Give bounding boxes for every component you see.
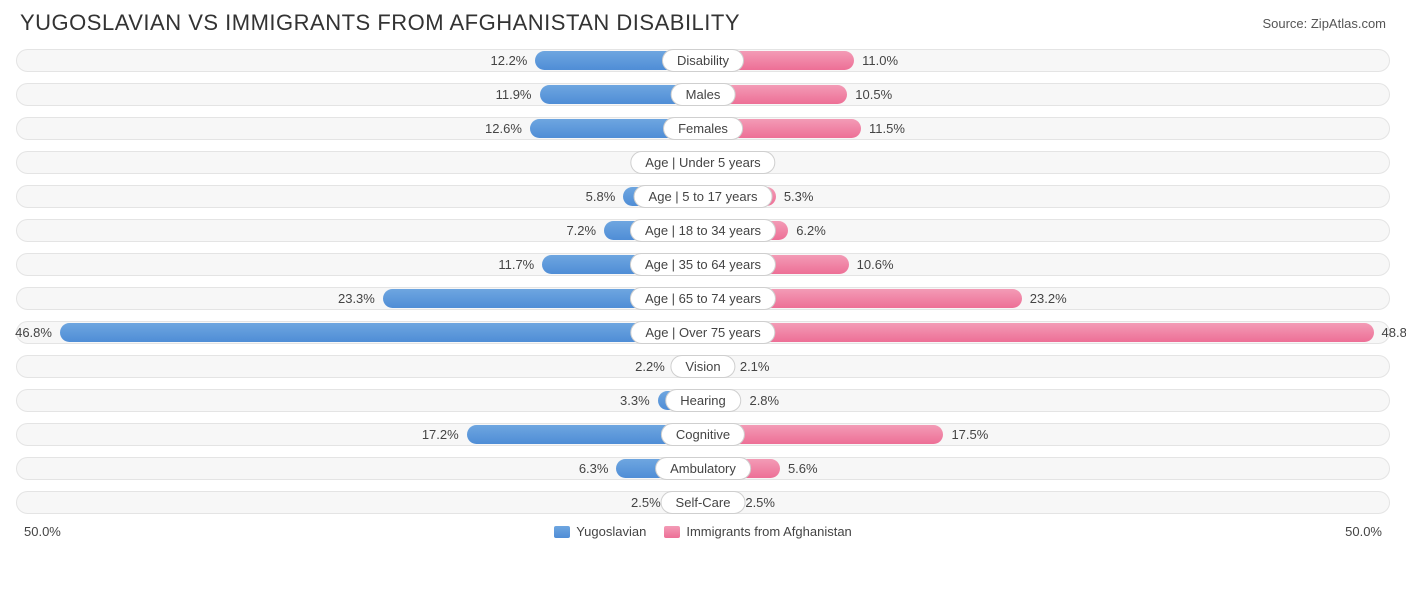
chart-source: Source: ZipAtlas.com	[1262, 16, 1386, 31]
category-label: Disability	[662, 49, 744, 72]
diverging-bar-chart: 12.2% 11.0% Disability 11.9% 10.5% Males 12.6%…	[0, 42, 1406, 517]
value-left: 12.2%	[483, 46, 536, 75]
chart-row: 2.2% 2.1%Vision	[16, 352, 1390, 381]
axis-left-max: 50.0%	[24, 524, 61, 539]
value-right: 10.6%	[849, 250, 902, 279]
category-label: Males	[671, 83, 736, 106]
value-right: 5.6%	[780, 454, 826, 483]
value-right: 48.8%	[1374, 318, 1406, 347]
value-left: 11.7%	[490, 250, 542, 279]
category-label: Females	[663, 117, 743, 140]
category-label: Self-Care	[661, 491, 746, 514]
chart-row: 11.9% 10.5% Males	[16, 80, 1390, 109]
category-label: Age | 18 to 34 years	[630, 219, 776, 242]
chart-row: 12.2% 11.0% Disability	[16, 46, 1390, 75]
category-label: Age | Under 5 years	[630, 151, 775, 174]
chart-row: 11.7% 10.6% Age | 35 to 64 years	[16, 250, 1390, 279]
chart-row: 2.5%2.5%Self-Care	[16, 488, 1390, 517]
legend-label-left: Yugoslavian	[576, 524, 646, 539]
chart-row: 1.4%0.91%Age | Under 5 years	[16, 148, 1390, 177]
legend-label-right: Immigrants from Afghanistan	[686, 524, 851, 539]
value-left: 7.2%	[558, 216, 604, 245]
value-right: 10.5%	[847, 80, 900, 109]
value-right: 17.5%	[943, 420, 996, 449]
chart-row: 5.8% 5.3%Age | 5 to 17 years	[16, 182, 1390, 211]
legend-item-right: Immigrants from Afghanistan	[664, 524, 851, 539]
axis-right-max: 50.0%	[1345, 524, 1382, 539]
legend-swatch-left	[554, 526, 570, 538]
value-left: 6.3%	[571, 454, 617, 483]
chart-title: YUGOSLAVIAN VS IMMIGRANTS FROM AFGHANIST…	[20, 10, 740, 36]
value-left: 5.8%	[578, 182, 624, 211]
category-label: Age | 35 to 64 years	[630, 253, 776, 276]
value-left: 2.2%	[627, 352, 673, 381]
bar-left	[60, 323, 703, 342]
chart-row: 12.6% 11.5% Females	[16, 114, 1390, 143]
chart-row: 17.2% 17.5% Cognitive	[16, 420, 1390, 449]
chart-header: YUGOSLAVIAN VS IMMIGRANTS FROM AFGHANIST…	[0, 0, 1406, 42]
value-left: 46.8%	[7, 318, 60, 347]
value-left: 23.3%	[330, 284, 383, 313]
chart-row: 7.2% 6.2% Age | 18 to 34 years	[16, 216, 1390, 245]
value-right: 11.5%	[861, 114, 913, 143]
bar-right	[703, 323, 1374, 342]
value-right: 23.2%	[1022, 284, 1075, 313]
legend: Yugoslavian Immigrants from Afghanistan	[554, 524, 852, 539]
category-label: Vision	[670, 355, 735, 378]
category-label: Cognitive	[661, 423, 745, 446]
chart-row: 3.3% 2.8%Hearing	[16, 386, 1390, 415]
legend-item-left: Yugoslavian	[554, 524, 646, 539]
value-left: 17.2%	[414, 420, 467, 449]
category-label: Ambulatory	[655, 457, 751, 480]
category-label: Age | 5 to 17 years	[634, 185, 773, 208]
chart-row: 23.3% 23.2% Age | 65 to 74 years	[16, 284, 1390, 313]
value-right: 11.0%	[854, 46, 906, 75]
value-left: 11.9%	[488, 80, 540, 109]
legend-swatch-right	[664, 526, 680, 538]
category-label: Age | 65 to 74 years	[630, 287, 776, 310]
chart-footer: 50.0% Yugoslavian Immigrants from Afghan…	[0, 522, 1406, 551]
category-label: Hearing	[665, 389, 741, 412]
chart-row: 46.8%48.8%Age | Over 75 years	[16, 318, 1390, 347]
chart-row: 6.3% 5.6% Ambulatory	[16, 454, 1390, 483]
value-right: 2.8%	[741, 386, 787, 415]
category-label: Age | Over 75 years	[630, 321, 775, 344]
value-right: 2.1%	[732, 352, 778, 381]
value-right: 5.3%	[776, 182, 822, 211]
value-left: 3.3%	[612, 386, 658, 415]
value-right: 6.2%	[788, 216, 834, 245]
value-left: 12.6%	[477, 114, 530, 143]
